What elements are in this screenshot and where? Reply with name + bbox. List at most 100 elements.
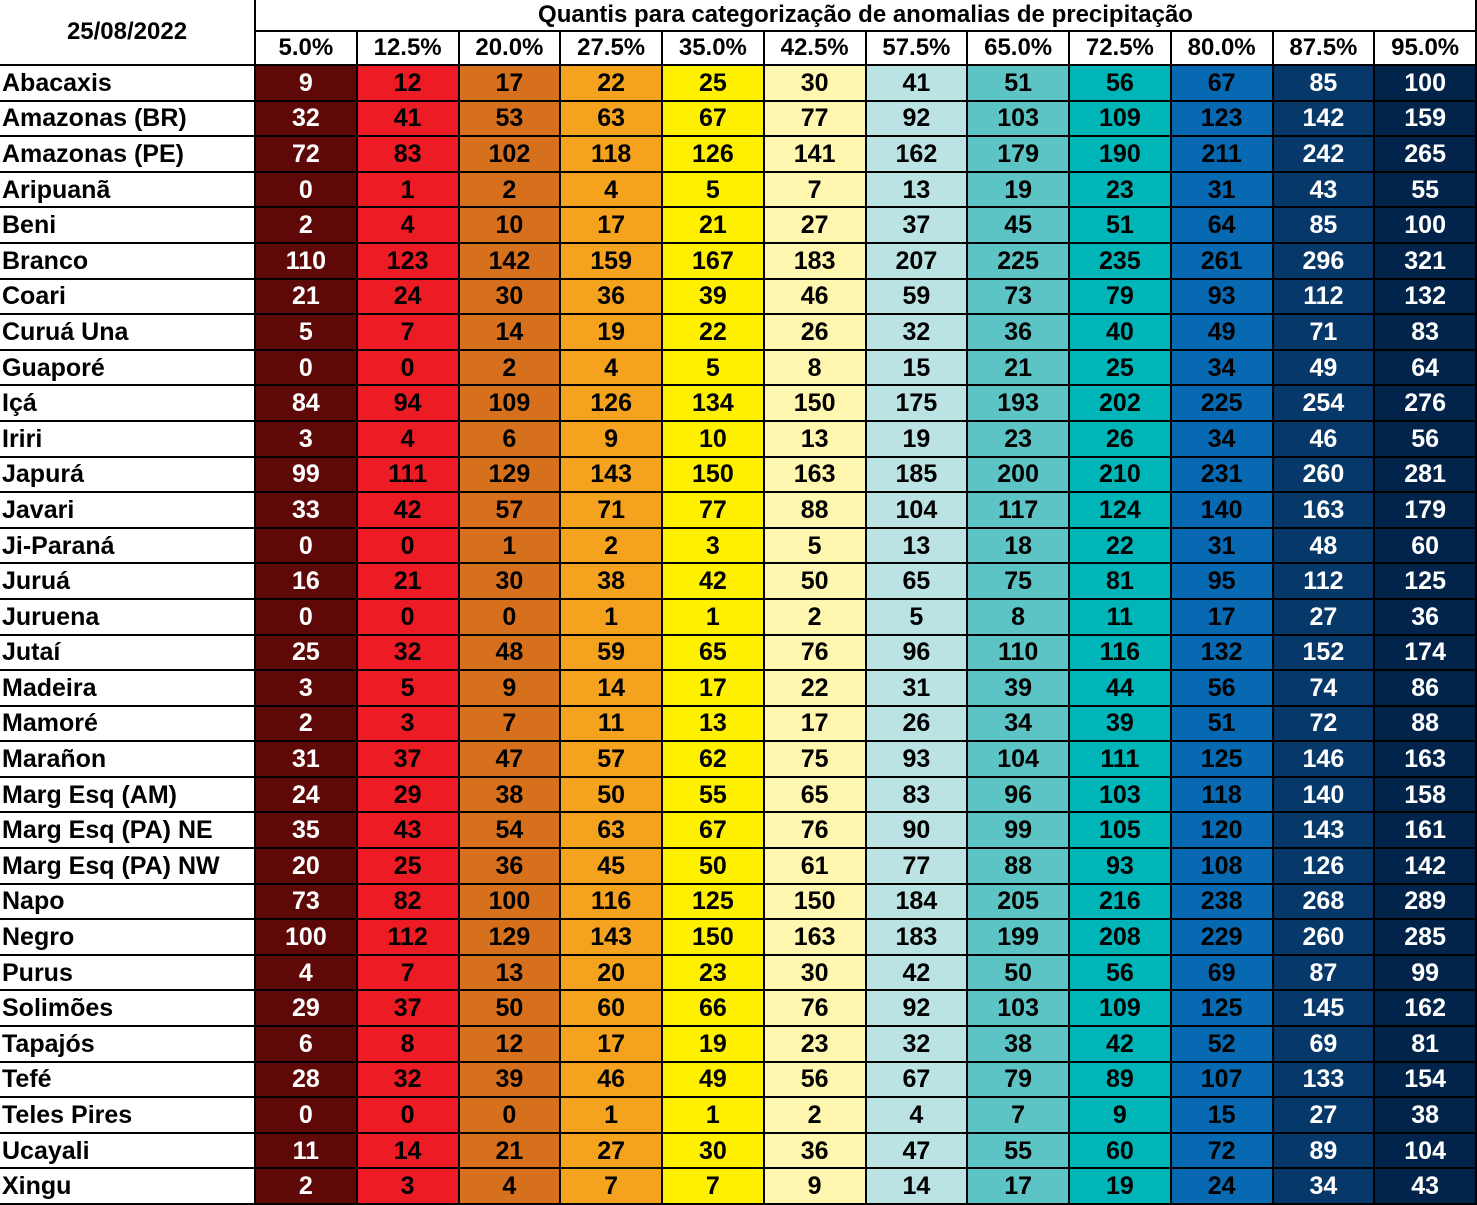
quantile-cell: 11 <box>559 704 663 743</box>
quantile-cell: 95 <box>1169 562 1274 600</box>
quantile-cell: 4 <box>355 206 460 244</box>
quantile-cell: 1 <box>355 170 460 209</box>
quantile-cell: 74 <box>1271 669 1376 707</box>
quantile-cell: 174 <box>1373 633 1477 672</box>
quantile-cell: 61 <box>762 847 867 885</box>
quantile-cell: 1 <box>661 597 765 636</box>
quantile-cell: 50 <box>559 775 663 814</box>
quantile-cell: 76 <box>762 989 867 1028</box>
quantile-cell: 112 <box>1271 277 1376 316</box>
quantile-cell: 125 <box>1169 989 1274 1028</box>
quantile-cell: 162 <box>864 135 969 173</box>
quantile-cell: 39 <box>966 669 1070 707</box>
quantile-cell: 276 <box>1373 384 1477 422</box>
basin-name: Amazonas (BR) <box>0 99 256 138</box>
quantile-header: 80.0% <box>1169 30 1274 66</box>
quantile-cell: 42 <box>661 562 765 600</box>
quantile-cell: 67 <box>661 811 765 850</box>
quantile-cell: 100 <box>254 918 358 956</box>
table-row: Marg Esq (AM) 24 29 38 50 55 65 83 96 103 118 140 15… <box>0 775 1477 814</box>
quantile-cell: 163 <box>1373 740 1477 778</box>
table-row: Madeira 3 5 9 14 17 22 31 39 44 56 74 86 <box>0 669 1477 707</box>
quantile-cell: 6 <box>457 419 562 458</box>
quantile-cell: 163 <box>762 455 867 494</box>
quantile-cell: 24 <box>355 277 460 316</box>
quantile-cell: 43 <box>1373 1167 1477 1205</box>
quantile-cell: 8 <box>355 1025 460 1063</box>
quantile-cell: 100 <box>457 882 562 921</box>
table-row: Teles Pires 0 0 0 1 1 2 4 7 9 15 27 38 <box>0 1096 1477 1134</box>
quantile-cell: 19 <box>661 1025 765 1063</box>
quantile-cell: 85 <box>1271 64 1376 102</box>
quantile-cell: 143 <box>559 455 663 494</box>
quantile-cell: 27 <box>1271 1096 1376 1134</box>
basin-name: Abacaxis <box>0 64 256 102</box>
basin-name: Juruena <box>0 597 256 636</box>
quantile-cell: 93 <box>864 740 969 778</box>
table-row: Aripuanã 0 1 2 4 5 7 13 19 23 31 43 55 <box>0 170 1477 209</box>
quantile-cell: 30 <box>762 953 867 992</box>
quantile-cell: 111 <box>1068 740 1172 778</box>
quantile-cell: 38 <box>1373 1096 1477 1134</box>
quantile-cell: 13 <box>864 526 969 565</box>
quantile-cell: 0 <box>355 1096 460 1134</box>
basin-name: Marg Esq (PA) NW <box>0 847 256 885</box>
quantile-cell: 4 <box>864 1096 969 1134</box>
quantile-cell: 143 <box>1271 811 1376 850</box>
quantile-cell: 23 <box>661 953 765 992</box>
quantile-cell: 44 <box>1068 669 1172 707</box>
quantile-cell: 109 <box>1068 99 1172 138</box>
quantile-cell: 29 <box>355 775 460 814</box>
quantile-cell: 85 <box>1271 206 1376 244</box>
quantile-cell: 47 <box>864 1131 969 1170</box>
quantile-cell: 161 <box>1373 811 1477 850</box>
quantile-cell: 175 <box>864 384 969 422</box>
quantile-cell: 7 <box>355 953 460 992</box>
quantile-cell: 89 <box>1068 1060 1172 1099</box>
quantile-cell: 207 <box>864 241 969 280</box>
quantile-cell: 5 <box>661 170 765 209</box>
table-row: Xingu 2 3 4 7 7 9 14 17 19 24 34 43 <box>0 1167 1477 1205</box>
quantile-cell: 75 <box>762 740 867 778</box>
quantile-cell: 1 <box>457 526 562 565</box>
basin-name: Negro <box>0 918 256 956</box>
basin-name: Iriri <box>0 419 256 458</box>
basin-name: Ucayali <box>0 1131 256 1170</box>
basin-name: Marañon <box>0 740 256 778</box>
table-row: Japurá 99 111 129 143 150 163 185 200 210 231 260 28… <box>0 455 1477 494</box>
quantile-cell: 17 <box>1169 597 1274 636</box>
quantile-cell: 103 <box>966 99 1070 138</box>
table-row: Solimões 29 37 50 60 66 76 92 103 109 125 145 162 <box>0 989 1477 1028</box>
quantile-cell: 104 <box>966 740 1070 778</box>
basin-name: Marg Esq (PA) NE <box>0 811 256 850</box>
quantile-cell: 38 <box>559 562 663 600</box>
quantile-cell: 7 <box>457 704 562 743</box>
quantile-cell: 31 <box>1169 170 1274 209</box>
quantile-cell: 2 <box>457 348 562 387</box>
quantile-cell: 123 <box>1169 99 1274 138</box>
quantile-cell: 254 <box>1271 384 1376 422</box>
quantile-cell: 77 <box>661 491 765 529</box>
quantile-cell: 77 <box>762 99 867 138</box>
quantile-cell: 53 <box>457 99 562 138</box>
quantile-cell: 32 <box>355 633 460 672</box>
basin-name: Branco <box>0 241 256 280</box>
quantile-cell: 200 <box>966 455 1070 494</box>
quantile-cell: 25 <box>355 847 460 885</box>
quantile-cell: 32 <box>355 1060 460 1099</box>
quantile-cell: 112 <box>1271 562 1376 600</box>
quantile-cell: 261 <box>1169 241 1274 280</box>
quantile-cell: 108 <box>1169 847 1274 885</box>
quantile-cell: 47 <box>457 740 562 778</box>
quantile-cell: 118 <box>1169 775 1274 814</box>
quantile-cell: 54 <box>457 811 562 850</box>
quantile-cell: 22 <box>661 313 765 351</box>
quantile-cell: 51 <box>966 64 1070 102</box>
quantile-cell: 50 <box>661 847 765 885</box>
quantile-cell: 126 <box>559 384 663 422</box>
quantile-cell: 125 <box>1169 740 1274 778</box>
quantile-cell: 36 <box>457 847 562 885</box>
quantile-cell: 289 <box>1373 882 1477 921</box>
quantile-cell: 33 <box>254 491 358 529</box>
table-row: Coari 21 24 30 36 39 46 59 73 79 93 112 132 <box>0 277 1477 316</box>
